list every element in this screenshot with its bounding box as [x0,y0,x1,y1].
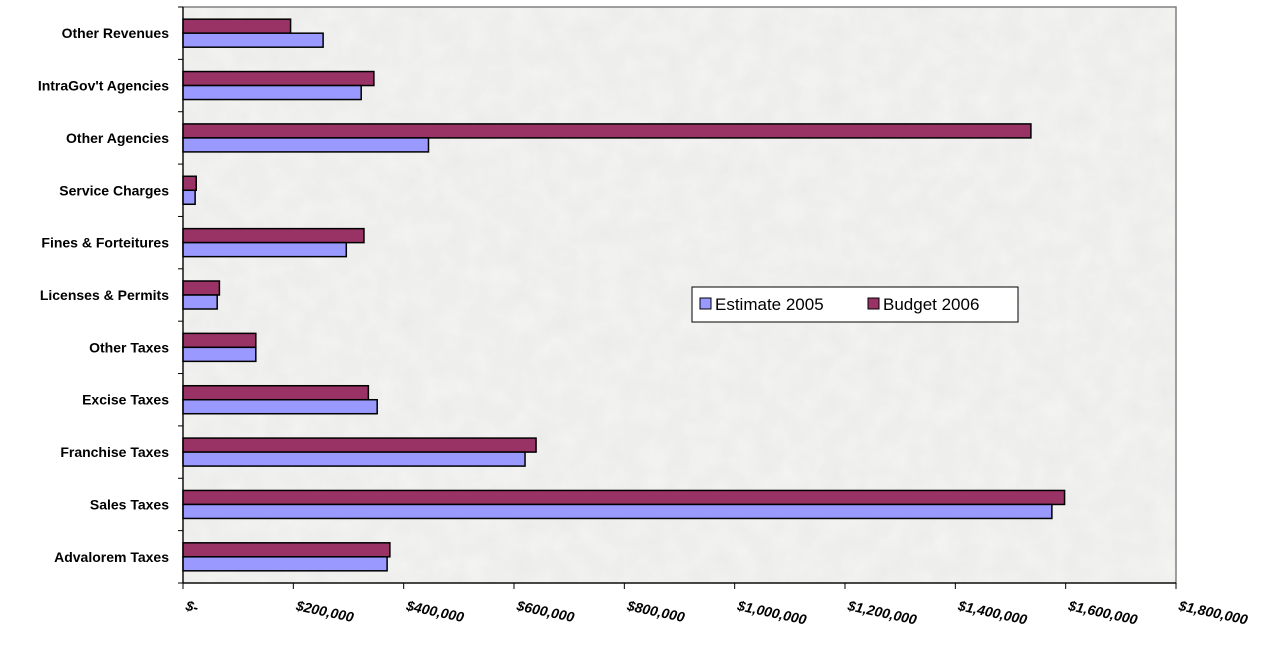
x-tick-label-1-000-000: $1,000,000 [735,597,808,627]
bar-estimate-2005-fines-forteitures [182,241,348,258]
category-label-sales-taxes: Sales Taxes [90,496,169,512]
bar-budget-2006-licenses-permits [182,280,221,296]
bar-estimate-2005-other-taxes [182,346,257,363]
bar-estimate-2005-excise-taxes [182,398,378,415]
category-label-excise-taxes: Excise Taxes [82,392,169,408]
x-tick-label-1-800-000: $1,800,000 [1176,597,1249,627]
bar-estimate-2005-franchise-taxes [182,451,526,467]
bar-budget-2006-sales-taxes [182,489,1066,506]
legend: Estimate 2005 Budget 2006 [691,286,1019,323]
bar-estimate-2005-intragov-t-agencies [182,84,362,101]
bar-estimate-2005-sales-taxes [182,503,1053,520]
category-labels-layer: Advalorem Taxes Sales Taxes Franchise Taxe… [38,25,169,565]
bars-layer [182,18,1066,572]
x-tick-label-: $- [183,597,200,616]
bar-estimate-2005-other-revenues [182,32,324,48]
bar-budget-2006-service-charges [182,175,197,192]
x-tick-label-1-200-000: $1,200,000 [845,597,918,627]
category-label-franchise-taxes: Franchise Taxes [60,444,169,460]
category-label-intragov-t-agencies: IntraGov't Agencies [38,78,169,94]
bar-budget-2006-franchise-taxes [182,437,537,453]
bar-estimate-2005-other-agencies [182,137,430,153]
category-label-fines-forteitures: Fines & Forteitures [41,235,169,251]
legend-label-estimate-2005: Estimate 2005 [715,295,824,314]
category-label-advalorem-taxes: Advalorem Taxes [54,549,169,565]
bar-budget-2006-other-taxes [182,332,257,349]
category-label-other-revenues: Other Revenues [62,25,170,41]
bar-budget-2006-excise-taxes [182,384,370,401]
category-label-other-taxes: Other Taxes [89,339,169,355]
x-tick-labels-layer: $- $200,000 $400,000 $600,000 $800,000 $1,000… [183,597,1249,627]
bar-estimate-2005-licenses-permits [182,294,218,310]
legend-box [691,286,1019,323]
x-tick-label-800-000: $800,000 [625,597,687,625]
bar-budget-2006-other-agencies [182,123,1032,139]
x-tick-label-200-000: $200,000 [294,597,356,625]
bar-budget-2006-fines-forteitures [182,227,365,244]
x-tick-label-1-600-000: $1,600,000 [1066,597,1139,627]
x-tick-label-1-400-000: $1,400,000 [956,597,1029,627]
bar-estimate-2005-service-charges [182,189,196,206]
bar-budget-2006-intragov-t-agencies [182,70,375,87]
category-label-service-charges: Service Charges [59,182,169,198]
category-label-other-agencies: Other Agencies [66,130,169,146]
x-tick-label-600-000: $600,000 [514,597,576,625]
x-tick-label-400-000: $400,000 [404,597,466,625]
x-ticks-layer [182,583,1177,589]
bar-budget-2006-other-revenues [182,18,292,34]
category-label-licenses-permits: Licenses & Permits [40,287,169,303]
bar-estimate-2005-advalorem-taxes [182,556,388,572]
legend-swatch-budget-2006 [867,297,880,310]
legend-swatch-estimate-2005 [699,297,712,310]
category-ticks-layer [178,6,183,584]
legend-label-budget-2006: Budget 2006 [883,295,979,314]
bar-budget-2006-advalorem-taxes [182,542,391,558]
